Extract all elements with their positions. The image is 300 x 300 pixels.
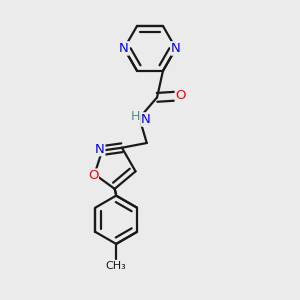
Text: O: O bbox=[88, 169, 98, 182]
Text: N: N bbox=[141, 113, 151, 126]
Text: N: N bbox=[171, 42, 181, 55]
Text: N: N bbox=[95, 142, 105, 155]
Text: CH₃: CH₃ bbox=[106, 261, 127, 271]
Text: N: N bbox=[119, 42, 129, 55]
Text: H: H bbox=[130, 110, 140, 123]
Text: O: O bbox=[176, 89, 186, 102]
